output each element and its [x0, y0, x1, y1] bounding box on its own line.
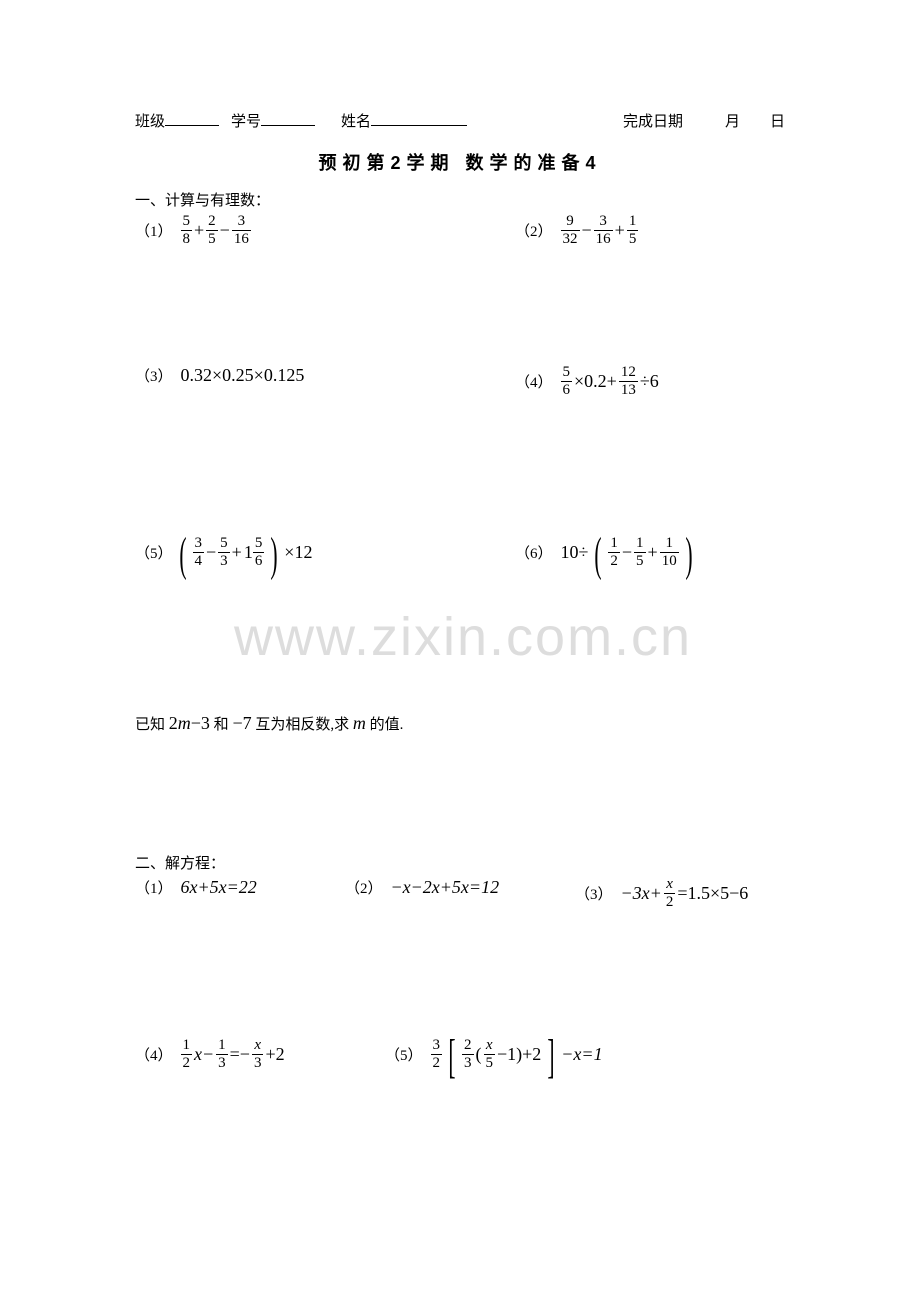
name-label: 姓名 [341, 110, 371, 131]
page-title: 预初第2学期 数学的准备4 [135, 149, 785, 175]
section2-heading: 二、解方程： [135, 852, 785, 873]
q2-5: （5） 32 [ 23 ( x5 −1)+2 ] −x=1 [385, 1038, 603, 1071]
q2-3: （3） −3x+ x2 =1.5×5−6 [575, 877, 748, 910]
day-label: 日 [770, 110, 785, 131]
id-label: 学号 [231, 110, 261, 131]
q2-1: （1） 6x+5x=22 [135, 877, 257, 898]
id-blank[interactable] [261, 110, 315, 126]
q1-3: （3） 0.32×0.25×0.125 [135, 365, 304, 386]
name-blank[interactable] [371, 110, 467, 126]
q2-2: （2） −x−2x+5x=12 [345, 877, 499, 898]
month-label: 月 [725, 110, 740, 131]
q1-6: （6） 10÷ ( 12 − 15 + 110 ) [515, 536, 697, 569]
q2-4: （4） 12 x− 13 =− x3 +2 [135, 1038, 285, 1071]
q1-1: （1） 58 + 25 − 316 [135, 214, 251, 247]
q1-2: （2） 932 − 316 + 15 [515, 214, 638, 247]
q1-4: （4） 56 ×0.2+ 1213 ÷6 [515, 365, 659, 398]
date-label: 完成日期 [623, 110, 683, 131]
class-label: 班级 [135, 110, 165, 131]
class-blank[interactable] [165, 110, 219, 126]
q1-5: （5） ( 34 − 53 + 156 ) ×12 [135, 536, 312, 569]
section1-heading: 一、计算与有理数： [135, 189, 785, 210]
word-problem: 已知 2m−3 和 −7 互为相反数,求 m 的值. [135, 713, 785, 734]
header: 班级 学号 姓名 完成日期 月 日 [135, 110, 785, 131]
